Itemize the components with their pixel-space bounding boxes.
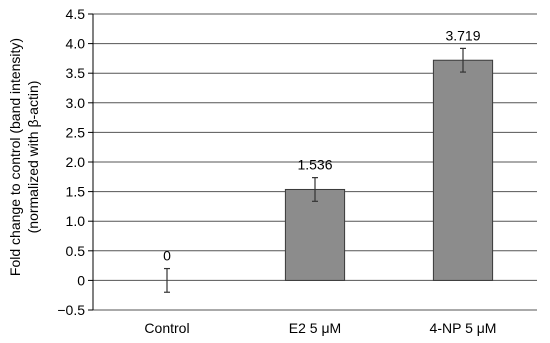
bar-value-label: 0 [163, 248, 171, 264]
y-tick-label: 3.0 [66, 95, 86, 111]
y-tick-label: 4.5 [66, 6, 86, 22]
axes [88, 13, 94, 311]
y-tick-label: 0 [77, 272, 85, 288]
bar-value-label: 3.719 [445, 27, 480, 43]
y-axis-label-line-2: (normalized with β-actin) [25, 81, 41, 234]
y-tick-label: 2.5 [66, 124, 86, 140]
x-category-label: Control [144, 320, 189, 336]
y-tick-label: 2.0 [66, 154, 86, 170]
x-category-label: E2 5 μM [289, 320, 341, 336]
bar-value-label: 1.536 [297, 157, 332, 173]
bars [164, 47, 494, 293]
x-category-label: 4-NP 5 μM [430, 320, 497, 336]
labels: −0.5 0 0.5 1.0 1.5 2.0 2.5 3.0 3.5 4.0 4.5 0 Control… [57, 6, 496, 336]
bar [432, 59, 494, 281]
y-tick-label: 1.0 [66, 213, 86, 229]
bar [284, 188, 346, 281]
y-tick-label: 0.5 [66, 243, 86, 259]
y-axis-label-line-1: Fold change to control (band intensity) [7, 38, 23, 276]
y-tick-label: 3.5 [66, 65, 86, 81]
y-tick-label: −0.5 [57, 302, 85, 318]
y-tick-label: 4.0 [66, 36, 86, 52]
y-tick-label: 1.5 [66, 184, 86, 200]
